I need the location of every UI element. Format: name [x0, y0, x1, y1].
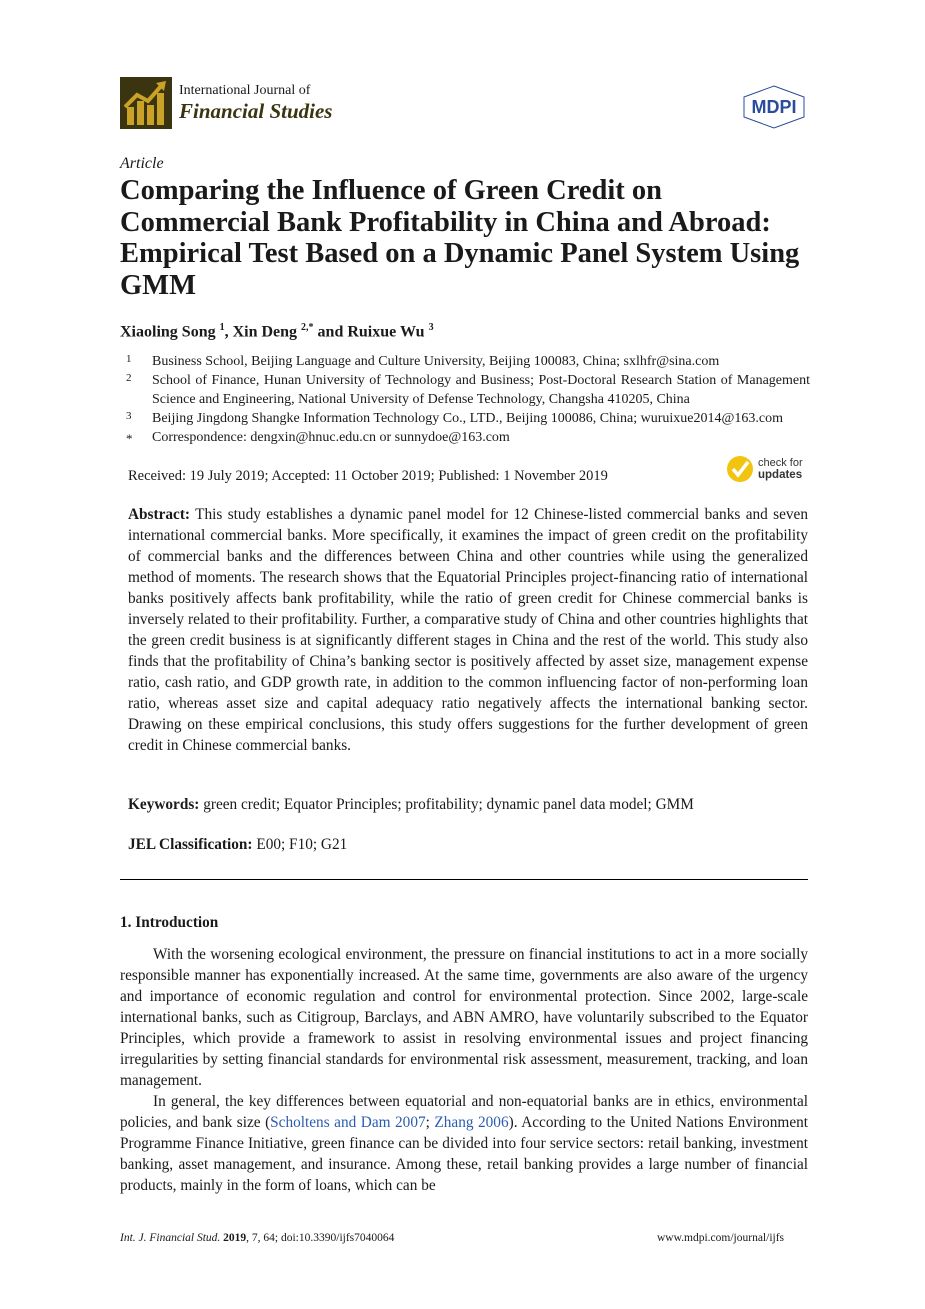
jel-label: JEL Classification:: [128, 836, 253, 853]
paper-title: Comparing the Influence of Green Credit …: [120, 175, 800, 301]
section-heading: 1. Introduction: [120, 914, 219, 931]
affiliation-text: Correspondence: dengxin@hnuc.edu.cn or s…: [152, 430, 510, 445]
jel-text: E00; F10; G21: [256, 836, 348, 853]
article-type: Article: [120, 155, 164, 172]
abstract: Abstract: This study establishes a dynam…: [128, 504, 808, 756]
author-name: Xiaoling Song: [120, 323, 216, 341]
journal-url[interactable]: www.mdpi.com/journal/ijfs: [657, 1232, 785, 1244]
keywords: Keywords: green credit; Equator Principl…: [128, 796, 808, 814]
author-sup: 3: [428, 322, 434, 333]
journal-name-line1: International Journal of: [179, 83, 311, 98]
svg-text:MDPI: MDPI: [752, 97, 797, 117]
correspondence: * Correspondence: dengxin@hnuc.edu.cn or …: [120, 428, 810, 447]
check-updates-line1: check for: [758, 457, 803, 469]
checkmark-icon: [727, 456, 753, 482]
chart-growth-icon: [123, 81, 166, 125]
paragraph: With the worsening ecological environmen…: [120, 946, 808, 1089]
keywords-label: Keywords:: [128, 796, 200, 813]
author-sup: 1: [219, 322, 225, 333]
affiliation: 3 Beijing Jingdong Shangke Information Te…: [120, 409, 810, 428]
affiliation: 2 School of Finance, Hunan University of …: [120, 371, 810, 409]
author-sup: 2,*: [301, 322, 314, 333]
footer-year: 2019: [223, 1232, 247, 1244]
check-for-updates-button[interactable]: check for updates: [727, 456, 809, 486]
journal-name-line2: Financial Studies: [179, 99, 333, 123]
author-name: Xin Deng: [232, 323, 298, 341]
author-and: and: [313, 323, 348, 341]
affiliation-number: 3: [126, 410, 132, 422]
affiliation-number: 2: [126, 372, 132, 384]
abstract-text: This study establishes a dynamic panel m…: [128, 506, 808, 754]
publication-dates: Received: 19 July 2019; Accepted: 11 Oct…: [128, 468, 608, 484]
citation-link[interactable]: Scholtens and Dam 2007: [270, 1114, 426, 1131]
author-name: Ruixue Wu: [347, 323, 425, 341]
paragraph-text: ). According to the United Nations Envir…: [120, 1114, 809, 1194]
jel-classification: JEL Classification: E00; F10; G21: [128, 836, 347, 854]
paragraph-text: In general, the key differences between …: [120, 1093, 808, 1131]
citation-sep: ;: [425, 1114, 435, 1131]
paragraph: In general, the key differences between …: [120, 1091, 808, 1196]
citation-footer: Int. J. Financial Stud. 2019, 7, 64; doi…: [120, 1232, 394, 1244]
affiliation-text: Business School, Beijing Language and Cu…: [152, 354, 720, 369]
journal-logo[interactable]: [120, 77, 172, 129]
check-updates-line2: updates: [758, 469, 803, 481]
affiliation-number: 1: [126, 353, 132, 365]
divider: [120, 879, 808, 880]
mdpi-logo[interactable]: MDPI: [741, 85, 807, 129]
abstract-label: Abstract:: [128, 506, 191, 523]
affiliation-number: *: [126, 431, 133, 446]
affiliation-text: Beijing Jingdong Shangke Information Tec…: [152, 411, 783, 426]
footer-journal: Int. J. Financial Stud.: [120, 1232, 221, 1244]
body-text: With the worsening ecological environmen…: [120, 944, 808, 1196]
footer-doi: , 7, 64; doi:10.3390/ijfs7040064: [246, 1232, 395, 1244]
author-sep: ,: [224, 323, 233, 341]
keywords-text: green credit; Equator Principles; profit…: [203, 796, 694, 813]
citation-link[interactable]: Zhang 2006: [434, 1114, 509, 1131]
author-list: Xiaoling Song 1, Xin Deng 2,* and Ruixue…: [120, 322, 434, 341]
affiliation-text: School of Finance, Hunan University of T…: [152, 373, 810, 407]
affiliation: 1 Business School, Beijing Language and C…: [120, 352, 810, 371]
